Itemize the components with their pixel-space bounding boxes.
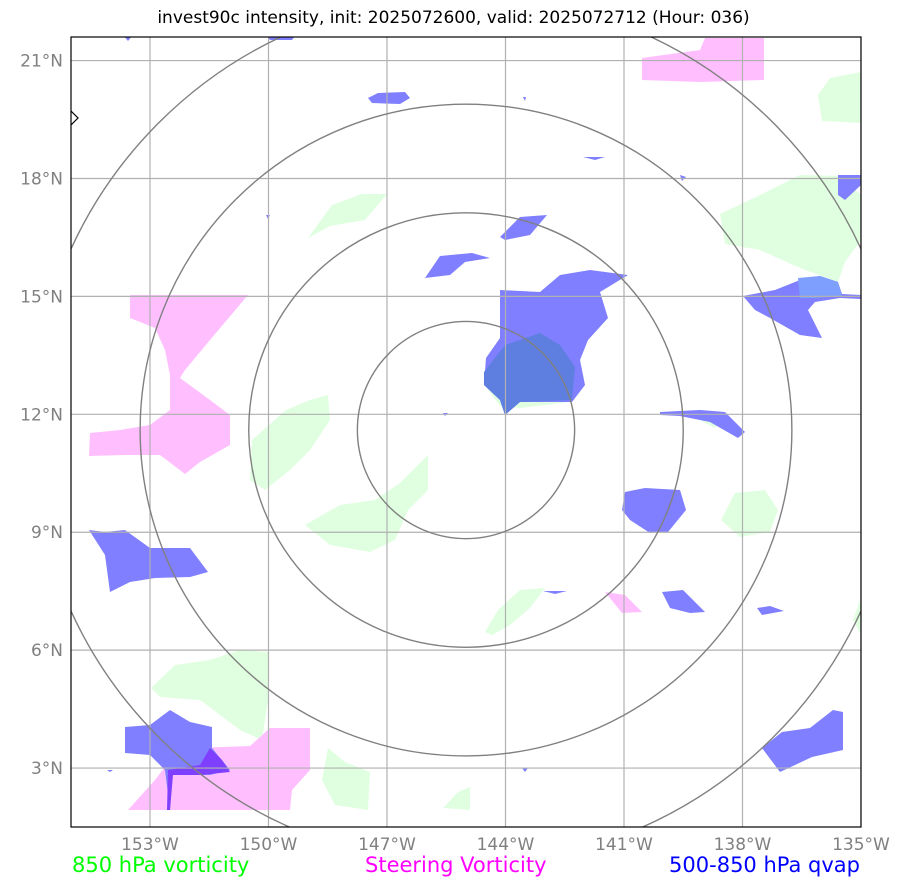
qvap-region: [368, 92, 410, 104]
legend-steering-vorticity: Steering Vorticity: [365, 853, 547, 877]
vort850-region: [818, 72, 861, 123]
qvap-region: [583, 157, 605, 160]
lat-label: 3°N: [31, 759, 63, 779]
lat-label: 6°N: [31, 641, 63, 661]
qvap-region: [522, 768, 528, 772]
vort850-region: [322, 748, 370, 810]
qvap-region: [89, 530, 208, 592]
lon-label: 138°W: [714, 835, 772, 855]
lon-label: 141°W: [595, 835, 653, 855]
legend-850-vorticity: 850 hPa vorticity: [72, 853, 250, 877]
qvap-steering-overlap: [167, 748, 230, 810]
steering-region: [89, 295, 248, 474]
map-title: invest90c intensity, init: 2025072600, v…: [157, 8, 750, 28]
vort850-region: [721, 490, 778, 537]
vort850-region: [485, 588, 545, 635]
vort850-region: [305, 455, 428, 552]
qvap-region: [267, 37, 295, 40]
lat-label: 18°N: [20, 169, 63, 189]
vort850-region: [720, 175, 861, 282]
lon-label: 150°W: [240, 835, 298, 855]
vort850-region: [443, 787, 470, 810]
qvap-region: [838, 175, 861, 200]
qvap-region: [660, 410, 745, 438]
qvap-region: [500, 215, 547, 240]
latitude-labels: 21°N 18°N 15°N 12°N 9°N 6°N 3°N: [20, 52, 63, 779]
qvap-region: [762, 710, 843, 772]
plot-frame: [70, 36, 862, 828]
qvap-region: [523, 97, 526, 101]
lat-label: 9°N: [31, 523, 63, 543]
lon-label: 153°W: [121, 835, 179, 855]
range-ring: [356, 320, 576, 540]
storm-marker: [71, 110, 79, 126]
lat-label: 15°N: [20, 287, 63, 307]
vort850-region: [250, 395, 330, 490]
lon-label: 147°W: [358, 835, 416, 855]
range-rings: [71, 37, 861, 827]
vort850-region: [308, 194, 387, 238]
lon-label: 135°W: [832, 835, 890, 855]
qvap-region: [622, 488, 686, 533]
qvap-region: [425, 253, 490, 278]
qvap-region: [662, 590, 705, 613]
qvap-region: [125, 710, 230, 810]
lat-label: 21°N: [20, 52, 63, 72]
range-ring: [248, 212, 684, 648]
qvap-region: [543, 591, 567, 594]
qvap-vort850-overlap: [484, 333, 575, 415]
legend-qvap: 500-850 hPa qvap: [669, 853, 860, 877]
lon-label: 144°W: [477, 835, 535, 855]
qvap-vort850-overlap: [798, 276, 842, 298]
qvap-region: [124, 37, 132, 41]
range-ring: [139, 103, 793, 757]
lat-label: 12°N: [20, 405, 63, 425]
qvap-region: [757, 606, 784, 615]
vort850-region: [853, 598, 861, 635]
qvap-region: [107, 770, 113, 772]
vort850-region: [151, 650, 268, 740]
gridlines: [71, 37, 861, 827]
longitude-labels: 153°W 150°W 147°W 144°W 141°W 138°W 135°W: [121, 835, 890, 855]
